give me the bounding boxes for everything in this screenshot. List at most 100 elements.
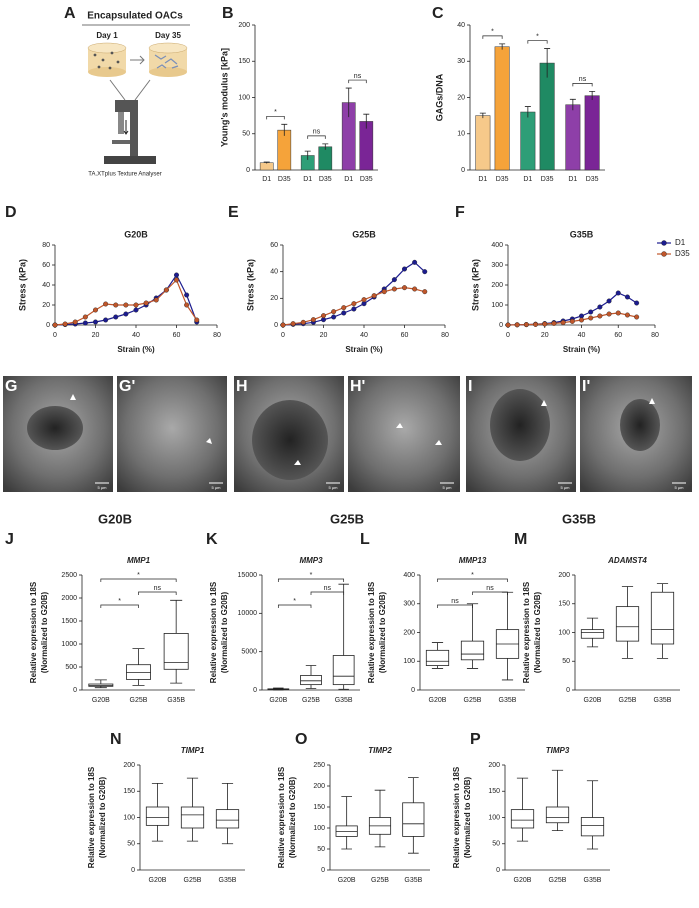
x-tick-label: D1 [303,176,312,183]
arrow [130,55,145,65]
panel-letter: D [5,204,17,221]
point [184,302,190,308]
x-tick-label: G20B [92,697,110,704]
significance-bracket [100,578,177,582]
significance-label: ns [154,585,162,592]
scale-label: 5 µm [212,485,222,490]
x-tick-label: G35B [404,877,422,884]
cells [93,51,120,70]
whisker [170,599,183,634]
point [412,259,418,265]
point [351,306,357,312]
error-bar [281,123,288,136]
x-tick-label: G35B [219,877,237,884]
x-tick-label: 20 [92,332,100,339]
x-tick-label: 40 [360,332,368,339]
chart-title: TIMP3 [546,746,570,755]
y-axis-label: Relative expression to 18S [522,581,531,683]
y-tick-label: 150 [238,58,250,65]
scale-label: 5 µm [675,485,685,490]
y-tick-label: 0 [46,322,50,329]
y-tick-label: 250 [313,762,325,769]
y-tick-label: 2500 [61,572,77,579]
panel-letter: M [514,531,527,548]
whisker [586,617,599,630]
x-tick-label: 0 [281,332,285,339]
point [402,266,408,272]
x-tick-label: 0 [506,332,510,339]
significance-bracket [100,604,139,608]
significance-label: * [491,29,494,36]
x-tick-label: G20B [269,697,287,704]
point [422,269,428,275]
x-tick-label: 60 [173,332,181,339]
y-tick-label: 100 [313,825,325,832]
point [615,290,621,296]
point [588,309,594,315]
error-bar [263,161,270,164]
y-tick-label: 60 [42,262,50,269]
whisker [516,777,529,810]
panel-letter: C [432,5,444,22]
point [103,301,109,307]
series-line [54,278,198,326]
point [331,314,337,320]
chart-title: MMP3 [299,556,323,565]
whisker [186,828,199,842]
panel-letter: G' [119,378,135,395]
y-axis-label: Relative expression to 18S [29,581,38,683]
whisker [586,835,599,850]
error-bar [544,48,551,78]
panel-letter: O [295,731,307,748]
box [510,809,535,829]
arrow [109,79,151,101]
x-axis-label: Strain (%) [563,345,601,354]
instrument [118,112,124,134]
x-tick-label: 0 [53,332,57,339]
sem-feature [490,389,550,461]
x-tick-label: 40 [132,332,140,339]
point [341,305,347,311]
point [184,292,190,298]
whisker [170,669,183,684]
significance-bracket [277,604,312,608]
y-tick-label: 50 [242,131,250,138]
point [422,289,428,295]
y-axis-label: GAGs/DNA [434,73,444,121]
y-tick-label: 200 [123,762,135,769]
matrix [154,54,179,69]
panel-letter: J [5,531,14,548]
point [92,319,98,325]
point [300,319,306,325]
panel-title: Encapsulated OACs [87,11,183,22]
x-tick-label: G35B [167,697,185,704]
y-axis-label: (Normalized to G20B) [98,776,107,858]
x-tick-label: 60 [401,332,409,339]
y-tick-label: 50 [492,841,500,848]
y-tick-label: 30 [457,58,465,65]
point [624,294,630,300]
y-tick-label: 1500 [61,618,77,625]
bar [584,95,600,171]
x-tick-label: G25B [130,697,148,704]
y-tick-label: 150 [558,601,570,608]
y-tick-label: 200 [238,22,250,29]
point [523,322,529,328]
sem-image [348,376,460,492]
point [371,293,377,299]
point [133,307,139,313]
significance-label: ns [354,73,362,80]
whisker [374,789,386,818]
error-bar [524,106,531,118]
point [624,312,630,318]
sem-images [3,376,692,492]
box [332,655,355,686]
y-tick-label: 40 [457,22,465,29]
y-tick-label: 200 [313,783,325,790]
x-tick-label: G20B [429,697,447,704]
x-tick-label: D1 [523,176,532,183]
point [597,304,603,310]
legend-label: D35 [675,249,690,258]
whisker [586,638,599,648]
y-tick-label: 5000 [241,649,257,656]
